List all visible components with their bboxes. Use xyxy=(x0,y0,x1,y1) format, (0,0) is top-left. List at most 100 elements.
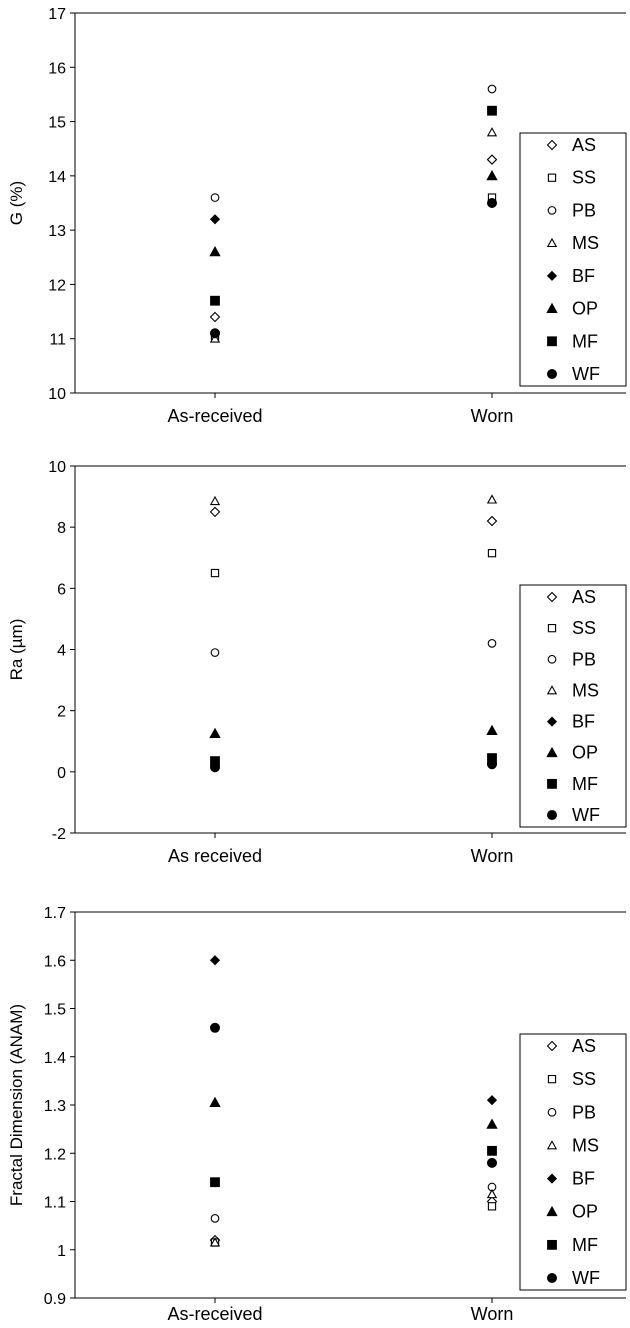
data-point-op xyxy=(486,1118,498,1129)
legend-label: PB xyxy=(572,649,596,669)
y-tick-label: 1.2 xyxy=(44,1146,66,1163)
x-category-label: Worn xyxy=(471,846,514,866)
legend-label: WF xyxy=(572,364,600,384)
y-tick-label: 1.1 xyxy=(44,1195,66,1212)
y-tick-label: 1.5 xyxy=(44,1002,66,1019)
chart-panel-2: -2 0 2 4 6 8 10 As received Worn Ra (µm) AS SS PB MS B… xyxy=(7,459,627,866)
legend-label: SS xyxy=(572,168,596,188)
legend-marker-pb xyxy=(547,206,557,215)
legend-marker-bf xyxy=(546,1173,558,1184)
legend-label: OP xyxy=(572,299,598,319)
y-tick-label: 0.9 xyxy=(44,1291,66,1308)
data-point-wf xyxy=(486,1157,497,1168)
y-tick-label: 14 xyxy=(48,169,66,186)
y-tick-label: 1.3 xyxy=(44,1098,66,1115)
legend-marker-mf xyxy=(547,778,557,789)
data-point-op xyxy=(209,1096,221,1107)
data-point-ms xyxy=(486,127,498,137)
data-point-op xyxy=(486,170,498,181)
data-point-ms xyxy=(209,1237,221,1247)
data-point-as xyxy=(209,311,221,323)
legend-label: BF xyxy=(572,1169,595,1189)
legend-box xyxy=(519,584,627,828)
data-point-op xyxy=(209,727,221,739)
x-category-label: As received xyxy=(168,846,262,866)
legend-label: AS xyxy=(572,1036,596,1056)
legend-label: AS xyxy=(572,587,596,607)
data-point-mf xyxy=(487,105,497,116)
x-category-label: Worn xyxy=(471,1304,514,1324)
y-tick-label: 1.4 xyxy=(44,1050,66,1067)
data-point-wf xyxy=(209,1022,220,1033)
chart-panel-3: 0.9 1 1.1 1.2 1.3 1.4 1.5 1.6 1.7 As-received Worn… xyxy=(7,905,627,1324)
data-point-ss xyxy=(210,568,220,578)
y-tick-label: 12 xyxy=(48,277,66,294)
x-category-label: Worn xyxy=(471,406,514,426)
data-point-ms xyxy=(209,333,221,343)
data-point-wf xyxy=(209,328,220,339)
data-point-pb xyxy=(210,648,220,657)
y-tick-label: 1.6 xyxy=(44,953,66,970)
legend-marker-ms xyxy=(546,1140,558,1150)
data-point-wf xyxy=(486,759,497,770)
x-category-label: As-received xyxy=(167,406,262,426)
legend-marker-op xyxy=(546,746,558,758)
y-axis-title: G (%) xyxy=(7,181,26,225)
y-tick-label: 4 xyxy=(57,643,66,660)
data-point-bf xyxy=(209,214,221,225)
legend-marker-wf xyxy=(547,1273,558,1284)
y-tick-label: 0 xyxy=(57,765,66,782)
legend-marker-as xyxy=(546,591,558,603)
legend-marker-wf xyxy=(547,368,558,379)
legend-label: WF xyxy=(572,805,600,825)
legend-label: PB xyxy=(572,1102,596,1122)
legend-box xyxy=(519,132,627,387)
legend-label: MF xyxy=(572,774,598,794)
legend-marker-op xyxy=(546,1205,558,1217)
y-tick-label: 8 xyxy=(57,520,66,537)
data-point-as xyxy=(209,506,221,518)
legend-marker-as xyxy=(546,1040,558,1052)
legend-marker-ms xyxy=(546,237,558,248)
data-point-pb xyxy=(210,1214,220,1223)
data-point-wf xyxy=(486,197,497,208)
data-point-mf xyxy=(210,295,220,306)
legend-label: MS xyxy=(572,233,599,253)
data-point-ss xyxy=(487,1202,497,1211)
legend-label: PB xyxy=(572,200,596,220)
legend-marker-ss xyxy=(547,173,557,182)
data-point-ms xyxy=(209,495,221,506)
data-point-pb xyxy=(487,639,497,648)
data-point-ms xyxy=(486,1188,498,1199)
legend-marker-pb xyxy=(547,1107,557,1117)
legend: AS SS PB MS BF OP MF WF xyxy=(519,584,627,828)
y-tick-label: 16 xyxy=(48,60,66,77)
legend-marker-as xyxy=(546,139,558,151)
data-point-pb xyxy=(210,193,220,202)
legend-label: BF xyxy=(572,712,595,732)
legend-marker-bf xyxy=(546,716,558,727)
legend-label: BF xyxy=(572,266,595,286)
data-point-mf xyxy=(487,1145,497,1156)
legend-marker-mf xyxy=(547,1239,557,1250)
chart-panel-1: 10 11 12 13 14 15 16 17 As-received Worn G (%) AS SS… xyxy=(7,6,627,426)
y-tick-label: 2 xyxy=(57,704,66,721)
y-tick-label: -2 xyxy=(52,826,66,843)
y-axis-title: Ra (µm) xyxy=(7,619,26,681)
data-point-as xyxy=(486,515,498,527)
data-point-as xyxy=(486,154,498,165)
y-tick-label: 13 xyxy=(48,223,66,240)
y-tick-label: 10 xyxy=(48,459,66,476)
legend-label: MS xyxy=(572,680,599,700)
legend-marker-ss xyxy=(547,1074,557,1084)
legend-label: SS xyxy=(572,1069,596,1089)
y-tick-label: 17 xyxy=(48,6,66,23)
legend-label: SS xyxy=(572,618,596,638)
data-point-pb xyxy=(487,84,497,94)
legend-marker-ss xyxy=(547,623,557,633)
y-tick-label: 1.7 xyxy=(44,905,66,922)
data-point-bf xyxy=(486,1095,498,1106)
y-tick-label: 11 xyxy=(49,332,66,349)
legend: AS SS PB MS BF OP MF WF xyxy=(519,1033,627,1291)
